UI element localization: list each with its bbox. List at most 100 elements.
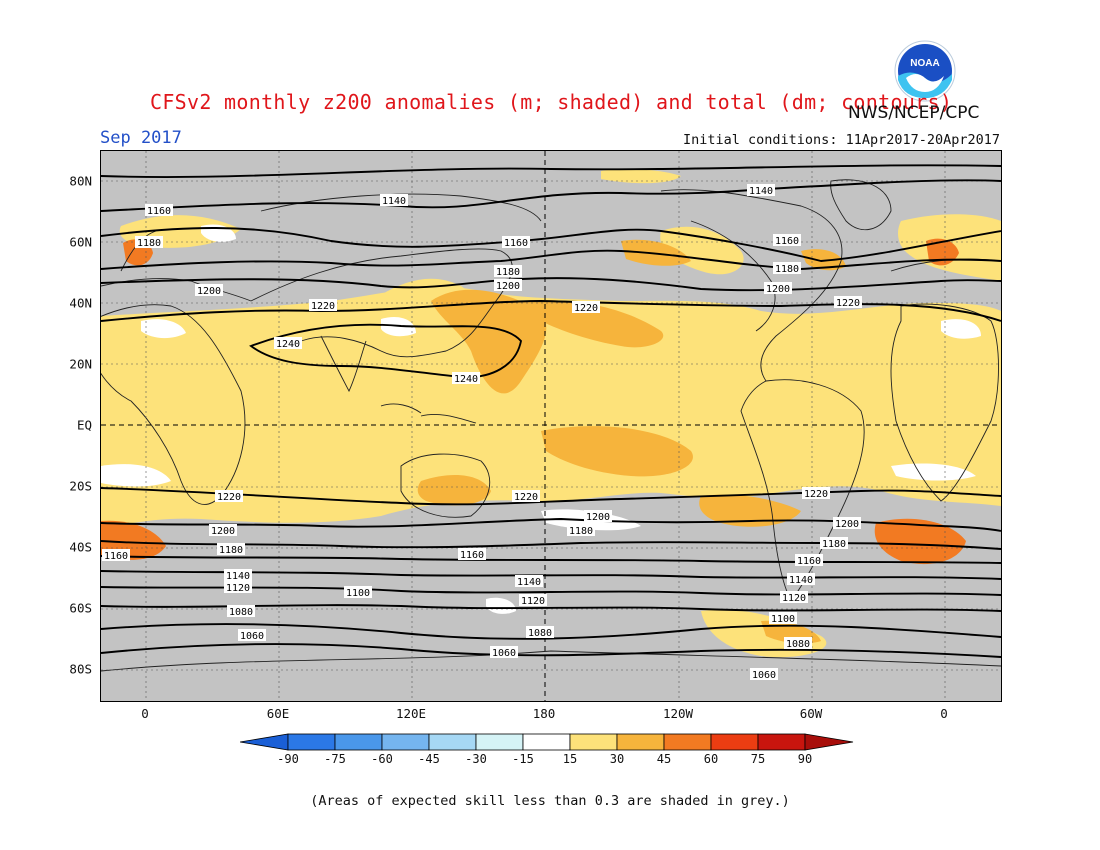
contour-label: 1220 <box>574 303 598 314</box>
colorbar-box <box>663 733 712 751</box>
skill-footnote: (Areas of expected skill less than 0.3 a… <box>310 793 790 809</box>
contour-label: 1140 <box>226 571 250 582</box>
contour-label: 1180 <box>496 267 520 278</box>
lat-label: 60N <box>69 234 92 250</box>
lat-label: 40S <box>69 539 92 555</box>
lat-label: 40N <box>69 295 92 311</box>
lon-label: 0 <box>940 706 948 721</box>
lat-label: EQ <box>76 417 92 433</box>
arctic-positive-anomaly <box>601 168 681 184</box>
contour-label: 1240 <box>276 339 300 350</box>
scandinavia-red-anomaly-right <box>926 238 959 266</box>
logo-text: NOAA <box>910 58 939 69</box>
colorbar-arrow-left <box>240 733 289 751</box>
white-patch <box>891 463 976 481</box>
contour-label: 1180 <box>569 526 593 537</box>
colorbar-tick-label: -75 <box>324 752 346 766</box>
australia-orange-anomaly <box>417 475 491 506</box>
contour-label: 1060 <box>752 670 776 681</box>
colorbar-box <box>334 733 383 751</box>
contour-label: 1080 <box>786 639 810 650</box>
lat-label: 20N <box>69 356 92 372</box>
colorbar-tick-label: 90 <box>797 752 813 766</box>
colorbar-tick-label: 60 <box>703 752 719 766</box>
tropical-positive-anomaly <box>101 286 1001 529</box>
map-panel: 1140 1140 1160 1160 1160 1180 1180 1180 … <box>100 150 1002 702</box>
contour-label: 1160 <box>147 206 171 217</box>
white-patch <box>101 464 171 487</box>
north-pacific-orange-anomaly <box>621 239 691 266</box>
contour-line <box>101 277 1001 292</box>
contour-label: 1200 <box>766 284 790 295</box>
contour-label: 1140 <box>749 186 773 197</box>
colorbar-tick-label: -15 <box>512 752 534 766</box>
colorbar-box <box>428 733 477 751</box>
colorbar-tick-label: -90 <box>277 752 299 766</box>
colorbar-box <box>381 733 430 751</box>
colorbar-tick-label: 75 <box>750 752 766 766</box>
contour-label: 1100 <box>346 588 370 599</box>
chart-title: CFSv2 monthly z200 anomalies (m; shaded)… <box>150 90 953 114</box>
contour-label: 1180 <box>137 238 161 249</box>
contour-label: 1200 <box>586 512 610 523</box>
lat-label: 60S <box>69 600 92 616</box>
contour-label: 1120 <box>782 593 806 604</box>
contour-label: 1220 <box>514 492 538 503</box>
colorbar-box <box>475 733 524 751</box>
contour-line <box>101 487 1001 506</box>
contour-label: 1220 <box>836 298 860 309</box>
initial-conditions: Initial conditions: 11Apr2017-20Apr2017 <box>683 132 1000 148</box>
south-america-orange-anomaly <box>699 494 801 527</box>
contour-label: 1160 <box>104 551 128 562</box>
contour-line <box>101 227 1001 262</box>
contour-label: 1120 <box>226 583 250 594</box>
colorbar-box <box>616 733 665 751</box>
white-patch <box>141 319 186 339</box>
contour-labels: 1140 1140 1160 1160 1160 1180 1180 1180 … <box>102 184 862 681</box>
valid-month: Sep 2017 <box>100 128 182 148</box>
contour-label: 1160 <box>775 236 799 247</box>
contour-label: 1140 <box>382 196 406 207</box>
contour-label: 1140 <box>517 577 541 588</box>
contour-line <box>101 249 1001 270</box>
lon-label: 60W <box>799 706 823 721</box>
colorbar-tick-label: 45 <box>656 752 672 766</box>
colorbar-boxes <box>240 733 854 751</box>
lat-label: 80N <box>69 173 92 189</box>
agency-label: NWS/NCEP/CPC <box>848 103 980 123</box>
colorbar-tick-label: -30 <box>465 752 487 766</box>
contour-label: 1060 <box>492 648 516 659</box>
contour-line <box>101 555 1001 564</box>
contour-line <box>249 323 523 379</box>
contour-label: 1180 <box>822 539 846 550</box>
contour-label: 1060 <box>240 631 264 642</box>
contour-label: 1180 <box>219 545 243 556</box>
colorbar <box>240 733 854 751</box>
white-patch <box>941 319 981 339</box>
contour-label: 1080 <box>528 628 552 639</box>
lat-label: 80S <box>69 661 92 677</box>
contour-label: 1200 <box>211 526 235 537</box>
colorbar-tick-label: -60 <box>371 752 393 766</box>
contour-line <box>101 623 1001 640</box>
contour-label: 1140 <box>789 575 813 586</box>
contour-label: 1220 <box>311 301 335 312</box>
east-pacific-orange-anomaly <box>521 300 664 348</box>
contour-label: 1080 <box>229 607 253 618</box>
contour-label: 1180 <box>775 264 799 275</box>
lat-label: 20S <box>69 478 92 494</box>
contour-label: 1100 <box>771 614 795 625</box>
contour-line <box>101 164 1001 178</box>
colorbar-box <box>757 733 806 751</box>
contour-label: 1160 <box>504 238 528 249</box>
south-indian-red-anomaly <box>874 518 966 565</box>
colorbar-tick-label: 30 <box>609 752 625 766</box>
lon-label: 120E <box>395 706 427 721</box>
contour-label: 1220 <box>804 489 828 500</box>
noaa-logo: NOAA <box>894 40 956 102</box>
height-contours <box>101 164 1001 658</box>
contour-line <box>101 540 1001 550</box>
colorbar-tick-label: 15 <box>562 752 578 766</box>
lon-label: 180 <box>532 706 556 721</box>
colorbar-box <box>710 733 759 751</box>
